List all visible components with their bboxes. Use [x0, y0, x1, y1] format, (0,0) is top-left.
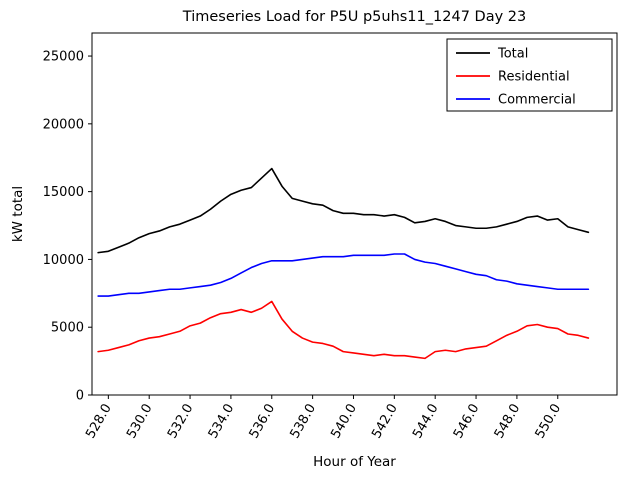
- legend-label: Commercial: [498, 93, 576, 108]
- legend-label: Residential: [498, 70, 570, 85]
- y-tick-label: 25000: [43, 50, 84, 65]
- y-tick-label: 20000: [43, 117, 84, 132]
- series-line-residential: [97, 300, 590, 360]
- series-line-commercial: [97, 253, 590, 297]
- y-tick-label: 15000: [43, 185, 84, 200]
- x-axis-label: Hour of Year: [313, 454, 396, 470]
- y-axis-label: kW total: [10, 186, 26, 242]
- y-tick-label: 5000: [51, 321, 84, 336]
- y-tick-label: 10000: [43, 253, 84, 268]
- chart-title: Timeseries Load for P5U p5uhs11_1247 Day…: [182, 9, 526, 25]
- legend-label: Total: [497, 47, 528, 62]
- series-line-total: [97, 167, 590, 254]
- y-tick-label: 0: [76, 389, 84, 404]
